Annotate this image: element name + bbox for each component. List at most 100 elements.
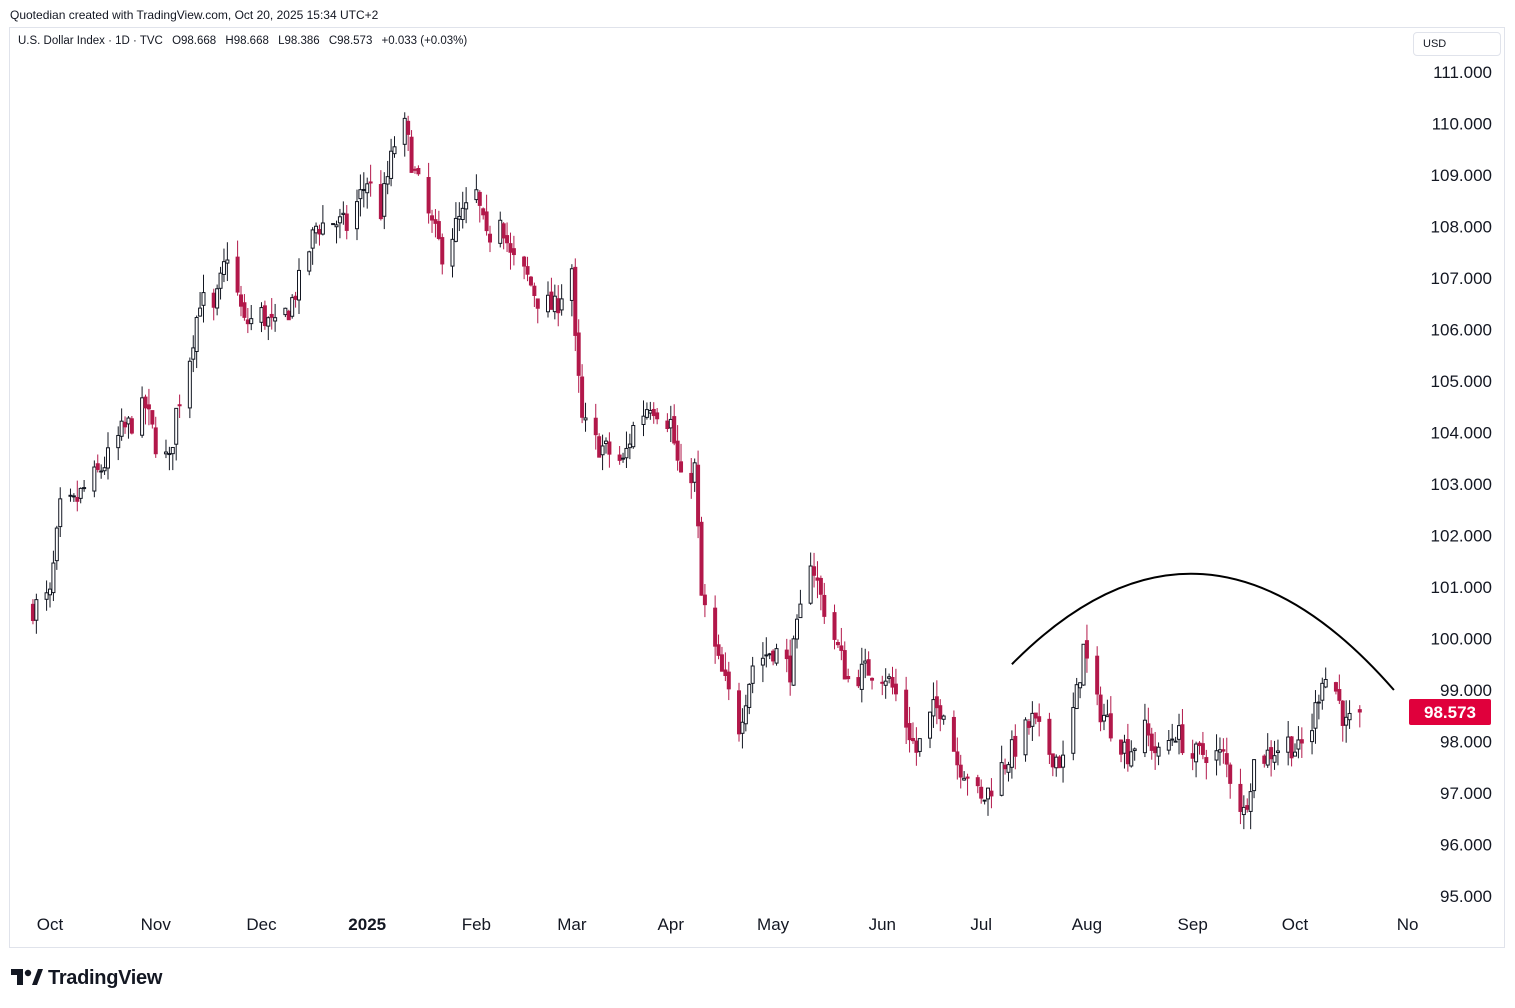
candle-body	[245, 319, 250, 325]
candle-body	[297, 269, 301, 301]
candle-body	[569, 268, 574, 301]
candle-body	[1156, 746, 1161, 757]
candle-body	[170, 446, 175, 455]
candle-body	[1248, 791, 1253, 812]
candles-layer	[30, 112, 1362, 830]
candle-body	[880, 681, 885, 684]
price-tick-label: 100.000	[1431, 630, 1492, 649]
candle-body	[48, 588, 52, 596]
candle-body	[1050, 753, 1055, 768]
candle-body	[1344, 716, 1349, 726]
candle-body	[692, 462, 697, 483]
candle-body	[146, 404, 151, 410]
candle-body	[1320, 682, 1325, 701]
candle-body	[576, 332, 581, 376]
price-tick-label: 98.000	[1440, 733, 1492, 752]
candle-body	[951, 716, 956, 752]
candle-body	[1122, 741, 1127, 754]
candle-body	[331, 223, 336, 226]
candle-body	[525, 266, 530, 275]
candle-body	[382, 183, 387, 217]
candle-body	[314, 225, 319, 234]
candle-body	[484, 211, 489, 232]
candle-body	[713, 607, 718, 647]
candle-body	[1275, 750, 1280, 754]
candle-body	[1252, 759, 1257, 792]
candle-body	[740, 721, 745, 734]
legend-change: +0.033 (+0.03%)	[381, 35, 468, 47]
candle-body	[719, 654, 724, 672]
candle-body	[1177, 725, 1182, 740]
candle-body	[583, 417, 588, 421]
candle-body	[511, 248, 516, 256]
candle-body	[1262, 755, 1267, 764]
legend-symbol[interactable]: U.S. Dollar Index · 1D · TVC	[18, 35, 163, 47]
candle-body	[290, 297, 295, 317]
candle-body	[34, 599, 39, 621]
candle-body	[1333, 682, 1338, 692]
candle-body	[859, 663, 864, 690]
candle-body	[126, 417, 131, 425]
candle-body	[784, 649, 789, 660]
candle-body	[150, 410, 155, 425]
time-tick-label: Aug	[1072, 915, 1102, 934]
candle-body	[1221, 749, 1226, 752]
candle-body	[211, 292, 216, 308]
time-tick-label: 2025	[348, 915, 386, 934]
candle-body	[92, 466, 97, 492]
candle-body	[102, 467, 107, 472]
candle-body	[934, 696, 939, 709]
candle-body	[764, 654, 769, 657]
candle-body	[498, 219, 503, 244]
candle-body	[215, 288, 220, 309]
time-tick-label: Mar	[557, 915, 587, 934]
candle-body	[832, 612, 837, 640]
candle-body	[1166, 740, 1171, 751]
currency-selector[interactable]: USD	[1413, 32, 1501, 56]
candle-body	[648, 409, 653, 414]
candle-body	[989, 790, 994, 797]
candle-body	[979, 786, 984, 799]
tradingview-brand[interactable]: TradingView	[11, 965, 162, 991]
candle-body	[426, 177, 431, 214]
arc-annotation[interactable]	[1011, 572, 1395, 691]
candle-body	[307, 251, 312, 272]
chart-frame	[9, 27, 1505, 948]
candle-body	[51, 562, 56, 594]
candle-body	[1125, 739, 1130, 765]
candle-body	[941, 715, 946, 720]
last-price-tag-box	[1409, 698, 1491, 725]
price-chart[interactable]: 111.000 110.000 109.000 108.000 107.000 106.0…	[0, 0, 1515, 960]
candle-body	[1241, 806, 1246, 816]
candle-body	[116, 434, 121, 449]
candle-body	[552, 295, 557, 313]
candle-body	[191, 347, 196, 360]
candle-body	[627, 443, 632, 449]
time-tick-label: Sep	[1178, 915, 1208, 934]
candle-body	[914, 740, 919, 753]
legend-close: C98.573	[328, 35, 373, 47]
candle-body	[1289, 736, 1294, 759]
candle-body	[675, 440, 680, 461]
candle-body	[1074, 684, 1079, 710]
symbol-legend: U.S. Dollar Index · 1D · TVC O98.668 H98…	[18, 35, 473, 47]
candle-body	[528, 276, 533, 286]
time-tick-label: Dec	[246, 915, 277, 934]
candle-body	[856, 677, 861, 687]
candle-body	[317, 229, 322, 235]
candle-body	[600, 445, 605, 456]
candle-body	[665, 420, 670, 430]
time-tick-label: Nov	[141, 915, 172, 934]
candle-body	[310, 229, 315, 249]
candle-body	[320, 222, 325, 235]
candle-body	[269, 313, 274, 318]
candle-body	[771, 650, 776, 662]
candle-body	[1228, 764, 1233, 784]
candle-body	[603, 440, 608, 445]
price-tick-label: 107.000	[1431, 269, 1492, 288]
candle-body	[1057, 756, 1062, 769]
candle-body	[870, 677, 875, 681]
candle-body	[931, 699, 936, 717]
candle-body	[225, 259, 230, 264]
candle-body	[760, 657, 765, 666]
